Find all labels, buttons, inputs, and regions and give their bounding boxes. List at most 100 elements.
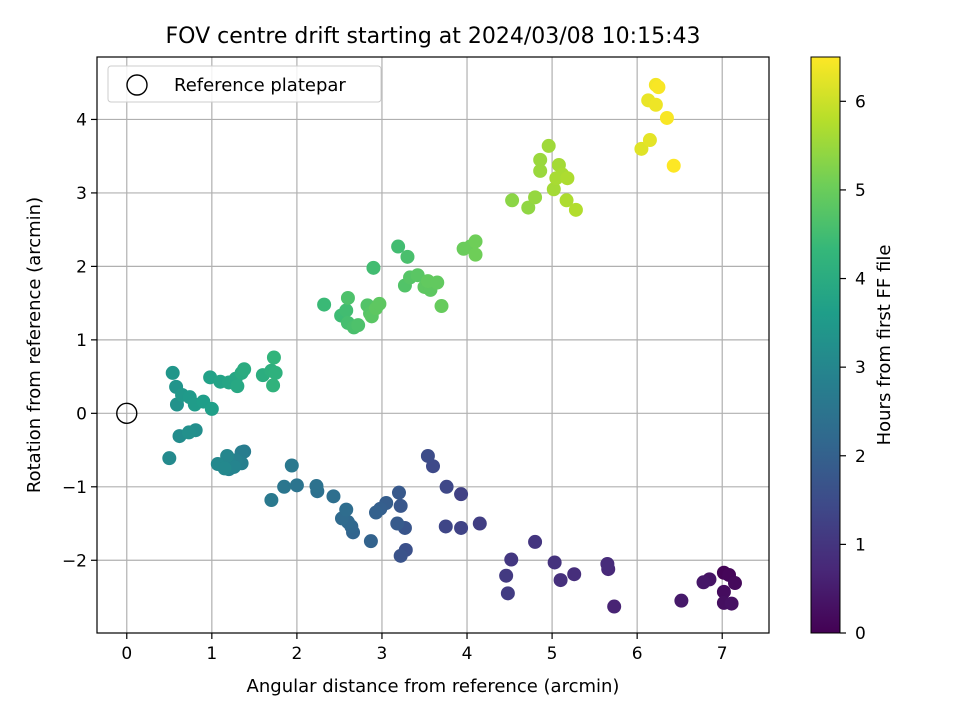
data-point xyxy=(716,584,731,599)
data-points xyxy=(162,77,742,614)
data-point xyxy=(317,297,332,312)
chart-title: FOV centre drift starting at 2024/03/08 … xyxy=(166,24,701,49)
colorbar-label: Hours from first FF file xyxy=(874,245,895,446)
data-point xyxy=(339,303,354,318)
colorbar-tick-label: 4 xyxy=(855,270,866,290)
data-point xyxy=(546,182,561,197)
data-point xyxy=(217,461,232,476)
data-point xyxy=(391,239,406,254)
colorbar-tick-label: 1 xyxy=(855,535,866,555)
data-point xyxy=(181,425,196,440)
data-point xyxy=(696,575,711,590)
data-point xyxy=(264,493,279,508)
y-tick-label: 1 xyxy=(76,331,87,351)
data-point xyxy=(363,534,378,549)
x-tick-label: 4 xyxy=(462,644,473,664)
x-tick-label: 5 xyxy=(547,644,558,664)
data-point xyxy=(499,568,514,583)
data-point xyxy=(400,249,415,264)
data-point xyxy=(634,141,649,156)
y-tick-label: −1 xyxy=(62,478,87,498)
axis-ticks: 0 1 2 3 4 5 6 7 −2 −1 0 1 2 3 4 xyxy=(62,110,728,664)
x-axis-label: Angular distance from reference (arcmin) xyxy=(247,676,620,697)
x-tick-label: 1 xyxy=(206,644,217,664)
y-tick-label: −2 xyxy=(62,551,87,571)
data-point xyxy=(568,202,583,217)
colorbar xyxy=(810,56,841,634)
data-point xyxy=(533,163,548,178)
data-point xyxy=(266,378,281,393)
data-point xyxy=(504,552,519,567)
colorbar-tick-label: 3 xyxy=(855,358,866,378)
data-point xyxy=(326,489,341,504)
x-tick-label: 7 xyxy=(717,644,728,664)
data-point xyxy=(369,505,384,520)
data-point xyxy=(277,479,292,494)
data-point xyxy=(454,487,469,502)
data-point xyxy=(472,516,487,531)
data-point xyxy=(237,362,252,377)
data-point xyxy=(393,498,408,513)
colorbar-tick-label: 2 xyxy=(855,447,866,467)
y-tick-label: 3 xyxy=(76,184,87,204)
data-point xyxy=(204,401,219,416)
legend-box xyxy=(107,65,382,103)
data-point xyxy=(553,573,568,588)
data-point xyxy=(230,379,245,394)
data-point xyxy=(547,555,562,570)
colorbar-tick-label: 0 xyxy=(855,624,866,644)
data-point xyxy=(420,448,435,463)
legend-marker-reference xyxy=(126,74,148,96)
data-point xyxy=(454,520,469,535)
y-tick-label: 0 xyxy=(76,404,87,424)
x-tick-label: 2 xyxy=(291,644,302,664)
data-point xyxy=(521,200,536,215)
x-tick-label: 3 xyxy=(377,644,388,664)
data-point xyxy=(648,97,663,112)
reference-platepar-marker xyxy=(116,402,138,425)
data-point xyxy=(393,548,408,563)
data-point xyxy=(390,516,405,531)
grid-lines xyxy=(97,57,769,633)
x-tick-label: 6 xyxy=(632,644,643,664)
data-point xyxy=(266,350,281,365)
colorbar-ticks: 0 1 2 3 4 5 6 xyxy=(840,92,866,644)
data-point xyxy=(666,158,681,173)
y-tick-label: 4 xyxy=(76,110,87,130)
data-point xyxy=(439,479,454,494)
data-point xyxy=(289,478,304,493)
data-point xyxy=(659,110,674,125)
data-point xyxy=(541,138,556,153)
data-point xyxy=(366,260,381,275)
data-point xyxy=(284,458,299,473)
data-point xyxy=(600,556,615,571)
colorbar-tick-label: 5 xyxy=(855,181,866,201)
data-point xyxy=(560,171,575,186)
x-tick-label: 0 xyxy=(121,644,132,664)
data-point xyxy=(528,190,543,205)
data-point xyxy=(674,593,689,608)
legend-label-reference: Reference platepar xyxy=(174,75,346,96)
data-point xyxy=(434,299,449,314)
data-point xyxy=(165,365,180,380)
data-point xyxy=(727,576,742,591)
colorbar-tick-label: 6 xyxy=(855,92,866,112)
data-point xyxy=(391,485,406,500)
data-point xyxy=(372,296,387,311)
data-point xyxy=(724,596,739,611)
data-point xyxy=(339,502,354,517)
data-point xyxy=(468,234,483,249)
data-point xyxy=(559,193,574,208)
data-point xyxy=(651,80,666,95)
legend: Reference platepar xyxy=(107,65,382,103)
data-point xyxy=(430,275,445,290)
data-point xyxy=(468,247,483,262)
data-point xyxy=(500,586,515,601)
data-point xyxy=(268,365,283,380)
data-point xyxy=(220,448,235,463)
data-point xyxy=(438,519,453,534)
data-point xyxy=(162,451,177,466)
y-axis-label: Rotation from reference (arcmin) xyxy=(24,197,45,493)
